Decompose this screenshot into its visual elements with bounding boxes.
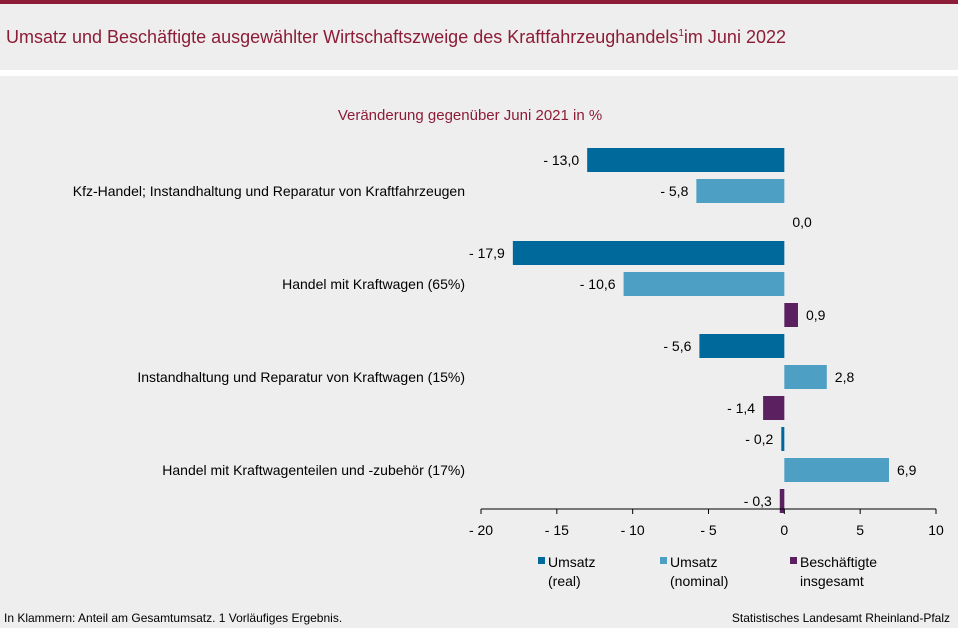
category-label: Handel mit Kraftwagenteilen und -zubehör…: [162, 462, 465, 478]
data-label: - 0,2: [745, 431, 773, 447]
bar: [781, 427, 785, 451]
bar: [784, 458, 889, 482]
data-label: 0,9: [806, 307, 826, 323]
legend-label: (nominal): [670, 573, 728, 589]
legend-label: (real): [548, 573, 581, 589]
legend-swatch: [538, 557, 545, 564]
x-tick-label: - 5: [700, 522, 717, 538]
bar: [587, 148, 785, 172]
top-accent-bar: [0, 0, 958, 4]
header-band: Umsatz und Beschäftigte ausgewählter Wir…: [0, 4, 958, 70]
x-tick-label: 5: [856, 522, 864, 538]
chart-subtitle: Veränderung gegenüber Juni 2021 in %: [337, 107, 603, 124]
header-gap: [0, 70, 958, 76]
bar: [512, 241, 785, 265]
bar: [784, 365, 827, 389]
x-tick-label: 10: [928, 522, 944, 538]
data-label: - 13,0: [543, 152, 579, 168]
data-label: - 17,9: [469, 245, 505, 261]
bar: [784, 303, 798, 327]
footnote: In Klammern: Anteil am Gesamtumsatz. 1 V…: [4, 611, 343, 625]
data-label: - 0,3: [744, 493, 772, 509]
bar: [696, 179, 785, 203]
x-tick-label: - 20: [469, 522, 493, 538]
data-label: 6,9: [897, 462, 917, 478]
data-label: - 5,6: [663, 338, 691, 354]
chart-title-main: Umsatz und Beschäftigte ausgewählter Wir…: [6, 27, 679, 47]
chart-title: Umsatz und Beschäftigte ausgewählter Wir…: [6, 27, 786, 48]
legend-label: insgesamt: [800, 573, 864, 589]
category-label: Kfz-Handel; Instandhaltung und Reparatur…: [73, 183, 465, 199]
chart-title-footnote-mark: 1: [678, 28, 684, 39]
data-label: - 1,4: [727, 400, 755, 416]
x-tick-label: - 10: [621, 522, 645, 538]
category-label: Instandhaltung und Reparatur von Kraftwa…: [137, 369, 465, 385]
bar: [779, 489, 785, 513]
bar: [623, 272, 785, 296]
bar: [763, 396, 785, 420]
data-label: 2,8: [835, 369, 855, 385]
legend-swatch: [790, 557, 797, 564]
chart-panel: [0, 76, 958, 628]
data-label: 0,0: [792, 214, 812, 230]
chart-title-tail: im Juni 2022: [683, 27, 786, 47]
source-note: Statistisches Landesamt Rheinland-Pfalz: [731, 611, 950, 625]
legend-label: Umsatz: [670, 554, 717, 570]
bar: [699, 334, 785, 358]
legend-label: Umsatz: [548, 554, 595, 570]
data-label: - 10,6: [580, 276, 616, 292]
data-label: - 5,8: [660, 183, 688, 199]
x-tick-label: 0: [780, 522, 788, 538]
category-label: Handel mit Kraftwagen (65%): [282, 276, 465, 292]
legend-label: Beschäftigte: [800, 554, 877, 570]
x-tick-label: - 15: [545, 522, 569, 538]
legend-swatch: [660, 557, 667, 564]
